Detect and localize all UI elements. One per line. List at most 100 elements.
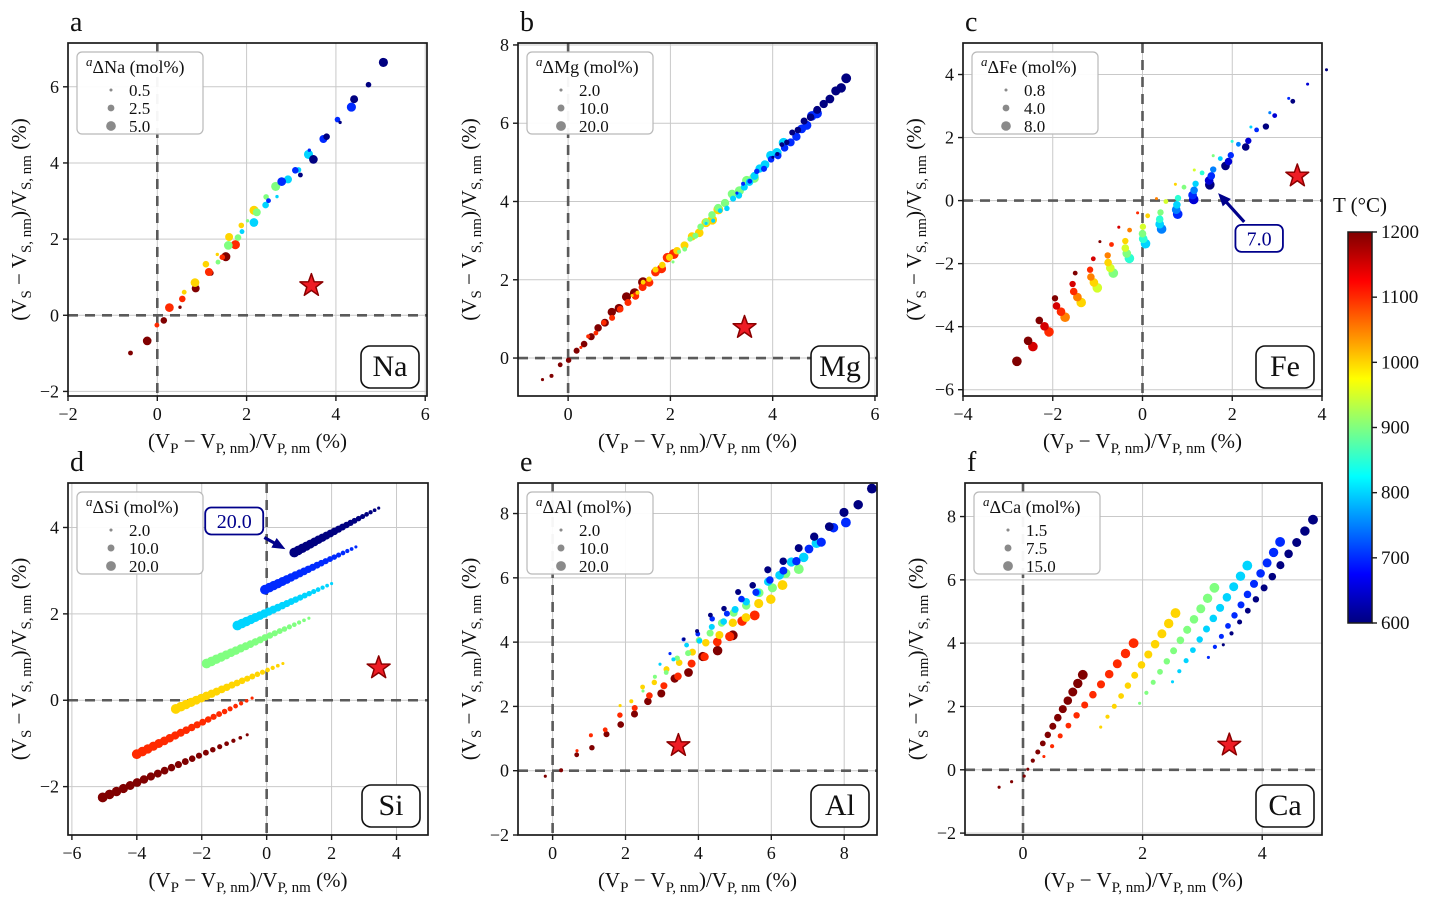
scatter-point [631,704,638,712]
scatter-point [230,240,240,250]
scatter-point [559,768,564,773]
colorbar-title: T (°C) [1333,193,1387,217]
legend-marker [557,544,565,552]
scatter-point [557,362,563,368]
scatter-point [301,592,308,599]
annotation-text: 20.0 [217,511,252,533]
scatter-point [1190,186,1198,195]
axis-label: aΔAl (mol%) [536,494,632,518]
element-badge-label: Fe [1270,350,1300,383]
annotation-arrow [1223,199,1246,223]
scatter-point [635,290,640,295]
axis-label: (VS − VS, nm)/VS, nm (%) [457,558,485,760]
legend-label: 20.0 [129,557,159,576]
scatter-point [684,642,689,648]
scatter-point [720,618,727,625]
scatter-point [1262,558,1272,568]
scatter-point [715,631,724,639]
scatter-point [244,675,251,682]
scatter-point [1249,579,1259,588]
scatter-point [233,703,238,709]
scatter-point [1157,629,1167,639]
x-tick-label: 6 [421,404,430,424]
y-tick-label: 0 [947,760,956,780]
annotation-text: 7.0 [1247,228,1272,250]
scatter-point [671,657,676,662]
x-tick-label: 0 [1019,843,1028,863]
scatter-point [697,223,704,231]
legend-box [76,51,204,135]
scatter-point [839,507,849,517]
scatter-point [334,116,341,123]
scatter-point [816,537,826,547]
axis-label: (VS − VS, nm)/VS, nm (%) [7,118,35,320]
scatter-point [1098,240,1102,244]
scatter-point [1039,740,1046,747]
scatter-point [754,168,760,175]
scatter-point [853,499,863,510]
scatter-point [1210,166,1217,173]
legend-marker [1006,528,1010,532]
scatter-point [1157,668,1163,675]
y-tick-label: 4 [500,632,509,652]
colorbar: T (°C) 600 700 800 900 1000 1100 1200 [1333,193,1419,634]
scatter-point [1012,356,1022,367]
scatter-point [1252,596,1260,603]
scatter-point [1227,152,1234,159]
y-tick-label: −2 [40,381,59,401]
scatter-point [1122,237,1129,245]
scatter-point [1192,180,1199,187]
scatter-point [1254,127,1259,133]
scatter-point [779,557,787,565]
scatter-point [1035,749,1041,755]
x-tick-label: 2 [327,843,336,863]
scatter-point [1222,593,1232,602]
axes-frame [964,482,1323,836]
scatter-point [327,556,333,563]
scatter-point [665,253,674,261]
scatter-point [692,232,699,239]
legend-label: 0.8 [1024,81,1045,100]
scatter-point [190,278,200,287]
scatter-point [1229,582,1239,592]
axis-label: (VS − VS, nm)/VS, nm (%) [902,118,930,320]
x-tick-label: 0 [548,843,557,863]
scatter-point [231,738,236,743]
scatter-point [227,706,233,712]
scatter-point [378,57,388,67]
axis-label: (VP − VP, nm)/VP, nm (%) [1043,429,1242,457]
scatter-point [266,632,274,639]
legend-marker [109,528,113,532]
scatter-point [1042,754,1046,759]
colorbar-tick-label: 800 [1381,483,1410,504]
panel-letter: a [70,7,83,38]
scatter-point [798,552,809,563]
y-tick-label: 8 [500,504,509,524]
colorbar-tick-label: 1100 [1381,287,1418,308]
legend-label: 2.0 [129,521,150,540]
y-tick-label: 2 [500,270,509,290]
scatter-point [174,761,182,769]
scatter-point [254,671,261,678]
scatter-point [210,713,217,720]
scatter-point [346,102,356,112]
scatter-point [543,774,547,778]
scatter-point [238,701,244,706]
scatter-point [1058,705,1067,714]
scatter-point [216,711,223,718]
scatter-point [365,81,372,88]
scatter-point [331,554,338,560]
scatter-point [767,583,777,593]
scatter-point [221,708,228,715]
scatter-point [777,580,788,591]
scatter-point [1196,636,1203,643]
scatter-point [355,515,362,522]
legend-marker [556,561,566,571]
axes-frame [67,482,429,836]
scatter-point [1163,618,1174,629]
legend-box [526,51,654,135]
scatter-point [302,618,306,623]
scatter-point [630,293,634,298]
scatter-point [1241,143,1250,151]
legend-box [526,491,654,575]
